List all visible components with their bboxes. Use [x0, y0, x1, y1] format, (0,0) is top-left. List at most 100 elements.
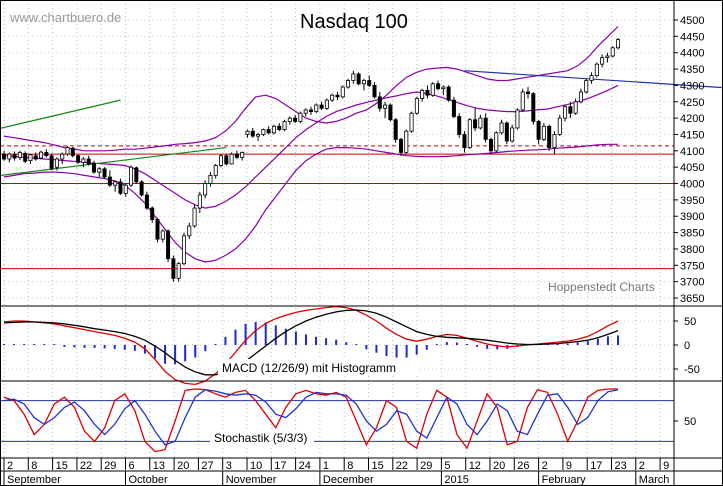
- trend-downtrend-blue: [464, 70, 723, 89]
- candle-body: [293, 117, 298, 122]
- y-tick-label: 4350: [680, 64, 704, 76]
- candle-body: [605, 55, 610, 59]
- watermark: www.chartbuero.de: [9, 10, 121, 25]
- trend-channel-green-lower: [0, 146, 227, 177]
- candle: [436, 80, 441, 91]
- x-tick-label: 23: [615, 460, 627, 472]
- candle: [552, 131, 557, 155]
- y-tick-label: 4250: [680, 97, 704, 109]
- candle: [118, 178, 123, 195]
- x-tick-label: 20: [493, 460, 505, 472]
- y-tick-label: 4150: [680, 129, 704, 141]
- candle-body: [335, 94, 340, 98]
- x-tick-label: 8: [347, 460, 353, 472]
- candle-body: [563, 106, 568, 119]
- candle: [467, 118, 472, 150]
- candle: [356, 72, 361, 86]
- candle-body: [298, 112, 303, 122]
- candle: [600, 54, 605, 68]
- y-tick-label: 4500: [680, 15, 704, 27]
- x-tick-label: 6: [129, 460, 135, 472]
- stoch-label-background: [210, 430, 314, 446]
- y-tick-label: 3750: [680, 260, 704, 272]
- x-tick-label: 12: [469, 460, 481, 472]
- candle-body: [266, 129, 271, 134]
- candle: [39, 150, 44, 160]
- candle-body: [282, 120, 287, 130]
- candle-body: [134, 167, 139, 183]
- candle-body: [388, 104, 393, 121]
- candle-body: [54, 158, 59, 168]
- candle: [287, 116, 292, 125]
- candle-body: [552, 134, 557, 148]
- candle: [510, 124, 515, 143]
- candle-body: [478, 117, 483, 129]
- candle: [515, 108, 520, 130]
- candle: [240, 151, 245, 161]
- candle-body: [150, 207, 155, 220]
- candle: [144, 191, 149, 210]
- x-tick-label: 10: [250, 460, 262, 472]
- candle-body: [208, 174, 213, 184]
- candle-body: [97, 168, 102, 173]
- candle-body: [314, 104, 319, 112]
- candle: [245, 129, 250, 138]
- x-tick-label: 8: [31, 460, 37, 472]
- candle-body: [515, 109, 520, 129]
- x-tick-label: 22: [80, 460, 92, 472]
- candle: [160, 229, 165, 243]
- candle: [457, 113, 462, 138]
- x-tick-label: 13: [153, 460, 165, 472]
- candle: [219, 154, 224, 168]
- candle: [70, 146, 75, 158]
- candle: [340, 85, 345, 99]
- candle-body: [245, 130, 250, 135]
- candle-body: [441, 86, 446, 90]
- candle: [377, 91, 382, 112]
- candle: [134, 166, 139, 184]
- candle-body: [308, 109, 313, 112]
- candle: [404, 129, 409, 155]
- candle-body: [526, 91, 531, 94]
- month-label: October: [129, 474, 168, 486]
- candle: [113, 180, 118, 192]
- y-tick-label: 3850: [680, 228, 704, 240]
- plot-main-background: [0, 0, 674, 306]
- candle-body: [436, 83, 441, 90]
- candle: [361, 78, 366, 91]
- x-tick-label: 26: [517, 460, 529, 472]
- month-label: 2015: [444, 474, 468, 486]
- candle-body: [197, 194, 202, 209]
- candle-body: [420, 89, 425, 99]
- macd-series-signal: [3, 309, 619, 376]
- candle: [578, 88, 583, 104]
- candle-body: [28, 154, 33, 162]
- candle: [504, 121, 509, 145]
- candle-body: [118, 181, 123, 194]
- candle: [28, 154, 33, 164]
- candle-body: [144, 194, 149, 209]
- candle-body: [425, 89, 430, 96]
- month-label: September: [7, 474, 61, 486]
- x-tick-label: 27: [201, 460, 213, 472]
- candle-body: [393, 119, 398, 140]
- candle: [335, 91, 340, 101]
- x-tick-label: 2: [639, 460, 645, 472]
- candle-body: [12, 154, 17, 159]
- candle-body: [536, 120, 541, 140]
- candle: [488, 137, 493, 155]
- candle: [372, 82, 377, 99]
- candle-body: [76, 155, 81, 163]
- candle-body: [70, 147, 75, 157]
- candle-body: [346, 80, 351, 88]
- candle-body: [176, 263, 181, 279]
- candle-body: [229, 153, 234, 165]
- candle: [187, 222, 192, 240]
- candle: [203, 180, 208, 199]
- candle-body: [446, 86, 451, 101]
- candle-body: [224, 155, 229, 165]
- candle-body: [573, 101, 578, 114]
- candle: [155, 217, 160, 243]
- candle-body: [277, 125, 282, 130]
